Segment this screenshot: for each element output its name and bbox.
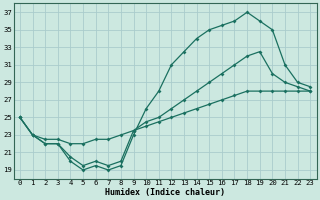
X-axis label: Humidex (Indice chaleur): Humidex (Indice chaleur) <box>105 188 225 197</box>
